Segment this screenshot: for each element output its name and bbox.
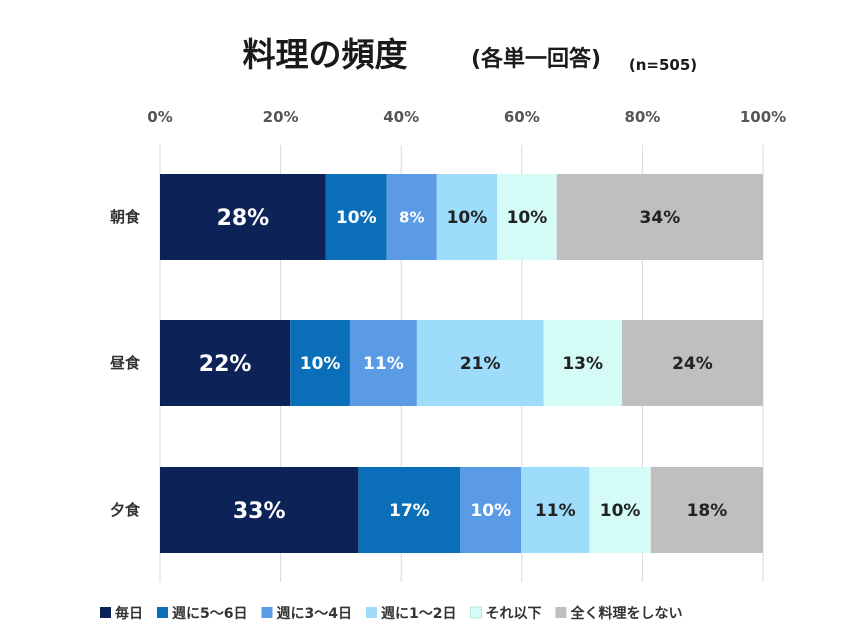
bar-segment (349, 320, 417, 406)
x-tick-label: 100% (740, 108, 786, 126)
data-label: 10% (447, 208, 488, 228)
data-label: 33% (233, 499, 286, 524)
legend-label: それ以下 (485, 606, 541, 622)
data-label: 21% (460, 354, 501, 374)
category-label: 夕食 (110, 501, 141, 519)
legend-swatch (365, 607, 377, 618)
bar-segment (543, 320, 622, 406)
bar-segment (358, 467, 461, 553)
data-label: 10% (300, 354, 341, 374)
legend-label: 週に5〜6日 (172, 606, 247, 622)
data-label: 22% (199, 352, 252, 377)
bar-segment (386, 174, 437, 260)
chart-title: 料理の頻度 (243, 35, 408, 74)
legend-swatch (157, 607, 168, 618)
legend-label: 毎日 (115, 605, 143, 622)
bar-segment (436, 174, 498, 260)
bar-segment (650, 467, 763, 553)
x-axis-ticks: 0% 20% 40% 60% 80% 100% (147, 108, 786, 126)
legend-swatch (261, 607, 273, 618)
bar-segment (325, 174, 387, 260)
data-label: 10% (600, 501, 641, 521)
data-label: 11% (535, 501, 576, 521)
data-label: 10% (336, 208, 377, 228)
bar-segment (160, 320, 291, 406)
x-tick-label: 40% (383, 108, 419, 126)
data-label: 11% (363, 354, 404, 374)
x-tick-label: 20% (263, 108, 299, 126)
category-label: 昼食 (110, 354, 141, 372)
legend-swatch (100, 607, 111, 618)
bar-segment (589, 467, 651, 553)
data-label: 10% (507, 208, 548, 228)
chart-subtitle: (各単一回答) (471, 46, 601, 72)
bar-segment (497, 174, 557, 260)
bar-segment (460, 467, 522, 553)
stacked-bars: 28% 10% 8% 10% 10% 34% 22% 10% 11% 21% 13% 24% 33% 17… (160, 174, 763, 553)
legend-swatch (555, 607, 567, 618)
legend: 毎日 週に5〜6日 週に3〜4日 週に1〜2日 それ以下 全く料理をしない (100, 605, 682, 622)
data-label: 28% (217, 206, 270, 231)
legend-label: 全く料理をしない (569, 605, 682, 622)
legend-swatch (469, 606, 482, 619)
x-tick-label: 60% (504, 108, 540, 126)
bar-segment (290, 320, 350, 406)
bar-segment (160, 467, 359, 553)
x-tick-label: 0% (147, 108, 172, 126)
data-label: 34% (640, 208, 681, 228)
data-label: 13% (562, 354, 603, 374)
bar-segment (416, 320, 544, 406)
data-label: 18% (687, 501, 728, 521)
bar-segment (556, 174, 763, 260)
data-label: 24% (672, 354, 713, 374)
sample-size-note: (n=505) (629, 56, 697, 74)
data-label: 10% (470, 501, 511, 521)
bar-segment (521, 467, 590, 553)
x-tick-label: 80% (624, 108, 660, 126)
data-label: 8% (399, 208, 424, 226)
legend-label: 週に1〜2日 (381, 606, 456, 622)
legend-label: 週に3〜4日 (276, 606, 351, 622)
bar-segment (160, 174, 326, 260)
category-label: 朝食 (110, 208, 141, 226)
data-label: 17% (389, 501, 430, 521)
bar-segment (621, 320, 763, 406)
